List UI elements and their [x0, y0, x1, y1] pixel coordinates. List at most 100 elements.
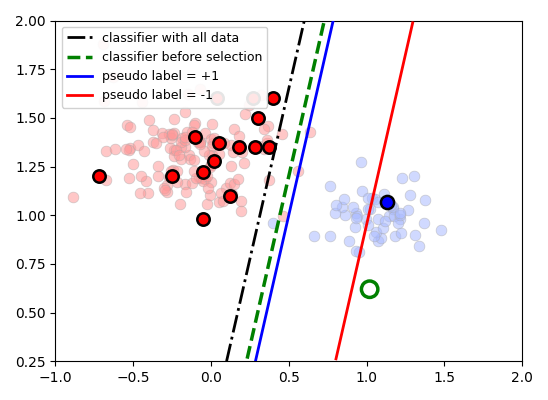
Point — [199, 216, 208, 222]
Point — [202, 200, 211, 207]
Point — [383, 198, 391, 205]
Point — [200, 176, 209, 182]
Point — [351, 224, 359, 230]
Point — [236, 208, 245, 214]
Point — [157, 130, 166, 136]
Point — [216, 190, 225, 196]
Point — [111, 146, 119, 152]
Point — [253, 115, 262, 121]
Point — [356, 159, 365, 166]
Point — [95, 173, 104, 180]
Point — [199, 148, 208, 154]
Point — [326, 233, 334, 239]
Point — [209, 140, 218, 146]
Point — [188, 180, 197, 186]
Point — [168, 131, 176, 137]
Point — [184, 91, 192, 97]
Point — [366, 286, 374, 292]
Point — [207, 178, 215, 185]
Point — [396, 230, 405, 237]
Point — [250, 144, 259, 150]
Point — [410, 173, 419, 180]
Point — [398, 175, 407, 181]
Point — [182, 128, 191, 135]
Point — [196, 141, 204, 147]
Point — [225, 192, 234, 199]
Point — [199, 169, 208, 176]
Point — [214, 199, 223, 205]
Point — [187, 129, 196, 135]
Point — [368, 195, 377, 201]
Point — [203, 185, 212, 192]
Point — [167, 134, 176, 141]
Point — [175, 152, 184, 159]
Point — [100, 98, 109, 105]
Point — [362, 215, 371, 222]
Point — [129, 161, 138, 167]
Point — [194, 174, 203, 180]
Point — [196, 174, 205, 181]
Point — [341, 212, 350, 218]
Point — [165, 145, 174, 152]
Point — [363, 206, 372, 212]
Point — [355, 249, 363, 255]
Point — [210, 158, 219, 164]
Point — [259, 146, 268, 153]
Point — [152, 140, 161, 146]
Point — [372, 229, 381, 236]
Point — [69, 194, 78, 200]
Point — [277, 131, 286, 137]
Point — [388, 206, 397, 212]
Point — [165, 131, 174, 137]
Point — [352, 212, 361, 219]
Point — [263, 137, 272, 144]
Point — [229, 148, 238, 155]
Point — [352, 248, 361, 254]
Point — [415, 243, 424, 249]
Point — [364, 194, 373, 201]
Point — [173, 179, 182, 185]
Point — [173, 167, 181, 174]
Point — [215, 151, 224, 158]
Point — [164, 174, 173, 181]
Point — [238, 149, 247, 156]
Point — [234, 176, 243, 182]
Point — [98, 41, 107, 48]
Point — [351, 210, 360, 216]
Point — [190, 122, 198, 128]
Point — [205, 152, 214, 158]
Point — [376, 235, 385, 241]
Point — [344, 238, 353, 244]
Point — [161, 187, 170, 193]
Point — [169, 167, 178, 173]
Point — [109, 74, 118, 80]
Point — [149, 138, 157, 145]
Point — [254, 142, 263, 149]
Point — [203, 173, 212, 179]
Point — [122, 146, 131, 152]
Point — [210, 135, 219, 142]
Point — [136, 173, 145, 179]
Point — [410, 232, 419, 238]
Point — [393, 219, 402, 226]
Point — [406, 192, 415, 198]
Point — [390, 212, 398, 219]
Point — [163, 182, 172, 188]
Point — [153, 173, 162, 179]
Point — [176, 201, 185, 207]
Point — [379, 190, 388, 197]
Point — [208, 120, 216, 127]
Point — [168, 132, 176, 138]
Point — [249, 95, 258, 102]
Point — [125, 124, 134, 130]
Point — [123, 122, 132, 128]
Point — [125, 175, 134, 181]
Point — [178, 134, 186, 141]
Point — [185, 152, 193, 158]
Point — [220, 140, 229, 146]
Point — [351, 215, 360, 221]
Point — [230, 126, 238, 132]
Point — [172, 147, 180, 154]
Point — [373, 216, 382, 222]
Point — [168, 173, 176, 180]
